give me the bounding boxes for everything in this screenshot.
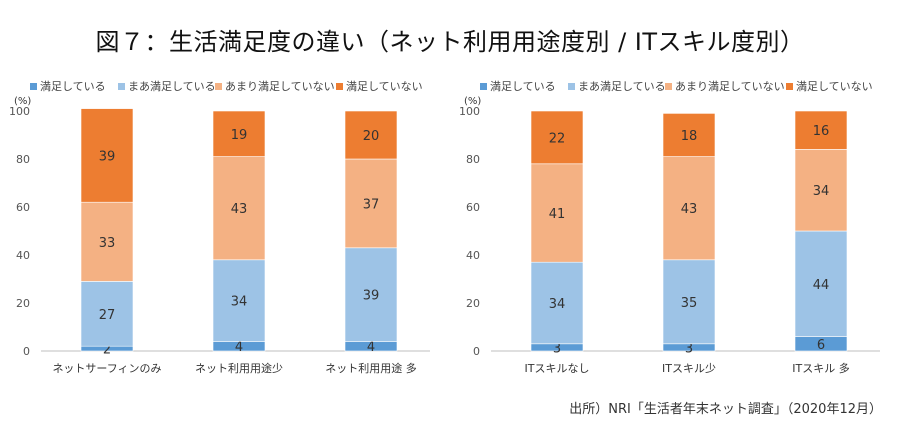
legend-swatch-満足している — [30, 83, 37, 90]
data-label: 4 — [367, 340, 375, 355]
data-label: 16 — [813, 124, 830, 139]
legend-label-あまり満足していない: あまり満足していない — [225, 80, 335, 93]
data-label: 41 — [549, 207, 566, 222]
legend-swatch-あまり満足していない — [215, 83, 222, 90]
data-label: 37 — [363, 197, 380, 212]
legend-swatch-まあ満足している — [568, 83, 575, 90]
data-label: 43 — [231, 202, 248, 217]
data-label: 34 — [549, 297, 566, 312]
bar-segment-満足していない — [212, 110, 266, 157]
category-label: ITスキルなし — [525, 362, 590, 375]
data-label: 18 — [681, 129, 698, 144]
bar-segment-満足していない — [662, 113, 716, 157]
data-label: 33 — [99, 236, 116, 251]
y-tick-label: 40 — [466, 249, 480, 262]
data-label: 35 — [681, 296, 698, 311]
page-title: 図７：生活満足度の違い（ネット利用用途度別 / ITスキル度別） — [95, 28, 805, 56]
category-label: ITスキル 多 — [792, 361, 849, 375]
legend-swatch-まあ満足している — [118, 83, 125, 90]
y-unit-label: (%) — [14, 96, 31, 107]
y-tick-label: 60 — [466, 201, 480, 214]
legend-label-満足していない: 満足していない — [346, 80, 423, 93]
y-tick-label: 0 — [23, 345, 30, 358]
bar-segment-まあ満足している — [662, 259, 716, 345]
chart-net-usage: 満足している まあ満足している あまり満足していない 満足していない (%) 0 20 40 6… — [9, 80, 430, 375]
y-tick-label: 80 — [16, 153, 30, 166]
source-note: 出所）NRI「生活者年末ネット調査」（2020年12月） — [569, 402, 882, 417]
legend-label-まあ満足している: まあ満足している — [128, 80, 216, 93]
y-tick-label: 20 — [16, 297, 30, 310]
category-label: ITスキル少 — [662, 362, 716, 375]
data-label: 22 — [549, 131, 566, 146]
category-label: ネット利用用途少 — [195, 361, 283, 375]
category-label: ネットサーフィンのみ — [52, 362, 161, 375]
bar-segment-あまり満足していない — [662, 156, 716, 261]
chart-it-skill: 満足している まあ満足している あまり満足していない 満足していない (%) 0 20 40 6… — [459, 80, 880, 375]
y-tick-label: 20 — [466, 297, 480, 310]
data-label: 6 — [817, 338, 825, 353]
data-label: 39 — [363, 289, 380, 304]
legend-label-満足している: 満足している — [40, 80, 106, 93]
y-tick-label: 100 — [9, 105, 30, 118]
bar-segment-あまり満足していない — [80, 201, 134, 282]
bar-segment-まあ満足している — [530, 261, 584, 345]
y-unit-label: (%) — [464, 96, 481, 107]
data-label: 43 — [681, 202, 698, 217]
data-label: 4 — [235, 340, 243, 355]
data-label: 19 — [231, 128, 248, 143]
data-label: 3 — [553, 341, 561, 356]
bar-segment-あまり満足していない — [344, 158, 398, 249]
y-tick-label: 100 — [459, 105, 480, 118]
bar-segment-まあ満足している — [344, 247, 398, 342]
legend-label-あまり満足していない: あまり満足していない — [675, 80, 785, 93]
y-tick-label: 60 — [16, 201, 30, 214]
legend-swatch-あまり満足していない — [665, 83, 672, 90]
bar-segment-満足していない — [344, 110, 398, 160]
data-label: 20 — [363, 129, 380, 144]
bar-segment-満足していない — [80, 108, 134, 203]
bar-segment-あまり満足していない — [212, 156, 266, 261]
bar-segment-あまり満足していない — [794, 149, 848, 232]
y-tick-label: 0 — [473, 345, 480, 358]
category-label: ネット利用用途 多 — [325, 361, 417, 375]
legend-swatch-満足していない — [786, 83, 793, 90]
data-label: 39 — [99, 149, 116, 164]
data-label: 27 — [99, 308, 116, 323]
bar-segment-満足していない — [530, 110, 584, 165]
data-label: 34 — [813, 184, 830, 199]
bar-segment-満足していない — [794, 110, 848, 150]
bar-segment-まあ満足している — [212, 259, 266, 342]
data-label: 3 — [685, 341, 693, 356]
data-label: 44 — [813, 278, 830, 293]
legend-label-満足していない: 満足していない — [796, 80, 873, 93]
y-tick-label: 80 — [466, 153, 480, 166]
legend-swatch-満足していない — [336, 83, 343, 90]
legend-label-満足している: 満足している — [490, 80, 556, 93]
y-tick-label: 40 — [16, 249, 30, 262]
bar-segment-まあ満足している — [794, 230, 848, 337]
data-label: 34 — [231, 295, 248, 310]
data-label: 2 — [103, 343, 111, 358]
legend-swatch-満足している — [480, 83, 487, 90]
legend-label-まあ満足している: まあ満足している — [578, 80, 666, 93]
